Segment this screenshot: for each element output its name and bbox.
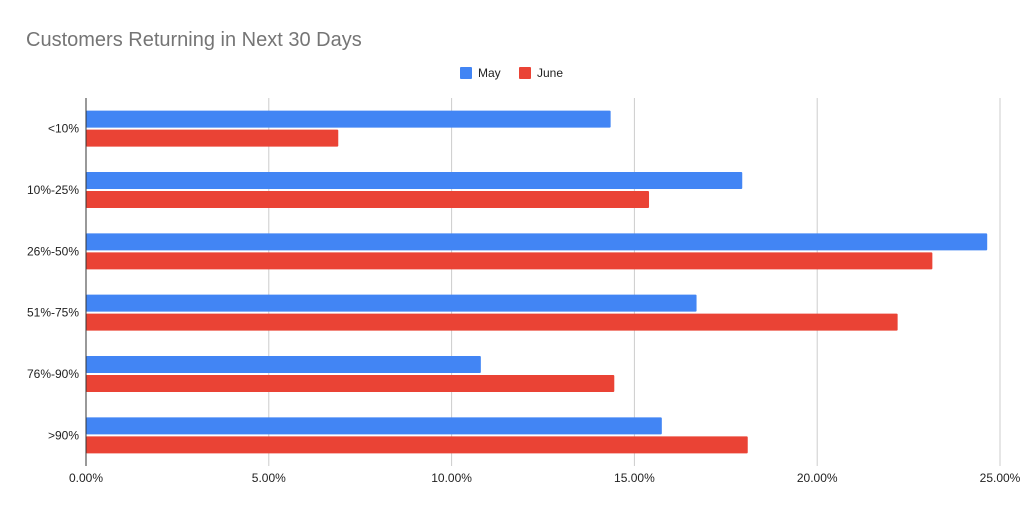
bar-may bbox=[86, 417, 662, 435]
bar-june bbox=[86, 129, 339, 147]
gridlines bbox=[268, 98, 1001, 466]
legend: May June bbox=[460, 66, 563, 80]
bar-may bbox=[86, 294, 697, 312]
x-tick-label: 10.00% bbox=[431, 471, 472, 485]
y-category-label: 26%-50% bbox=[27, 244, 79, 258]
bar-may bbox=[86, 233, 988, 251]
bars bbox=[86, 110, 988, 454]
y-category-label: 76%-90% bbox=[27, 367, 79, 381]
x-tick-label: 0.00% bbox=[69, 471, 103, 485]
bar-june bbox=[86, 436, 748, 454]
legend-label-june: June bbox=[537, 66, 563, 80]
bar-june bbox=[86, 375, 615, 392]
bar-may bbox=[86, 172, 743, 189]
bar-june bbox=[86, 191, 650, 208]
x-tick-label: 20.00% bbox=[797, 471, 838, 485]
legend-label-may: May bbox=[478, 66, 501, 80]
y-axis-labels: <10% 10%-25% 26%-50% 51%-75% 76%-90% >90% bbox=[27, 122, 79, 443]
bar-may bbox=[86, 356, 481, 373]
x-tick-label: 15.00% bbox=[614, 471, 655, 485]
y-category-label: 10%-25% bbox=[27, 183, 79, 197]
y-category-label: >90% bbox=[48, 428, 79, 442]
x-axis-labels: 0.00% 5.00% 10.00% 15.00% 20.00% 25.00% bbox=[69, 471, 1021, 485]
y-category-label: 51%-75% bbox=[27, 306, 79, 320]
x-tick-label: 5.00% bbox=[252, 471, 286, 485]
bar-june bbox=[86, 313, 898, 331]
bar-may bbox=[86, 110, 611, 128]
y-category-label: <10% bbox=[48, 122, 79, 136]
bar-june bbox=[86, 252, 933, 270]
x-tick-label: 25.00% bbox=[980, 471, 1021, 485]
legend-swatch-june bbox=[519, 67, 531, 79]
legend-swatch-may bbox=[460, 67, 472, 79]
chart-title: Customers Returning in Next 30 Days bbox=[26, 29, 362, 51]
